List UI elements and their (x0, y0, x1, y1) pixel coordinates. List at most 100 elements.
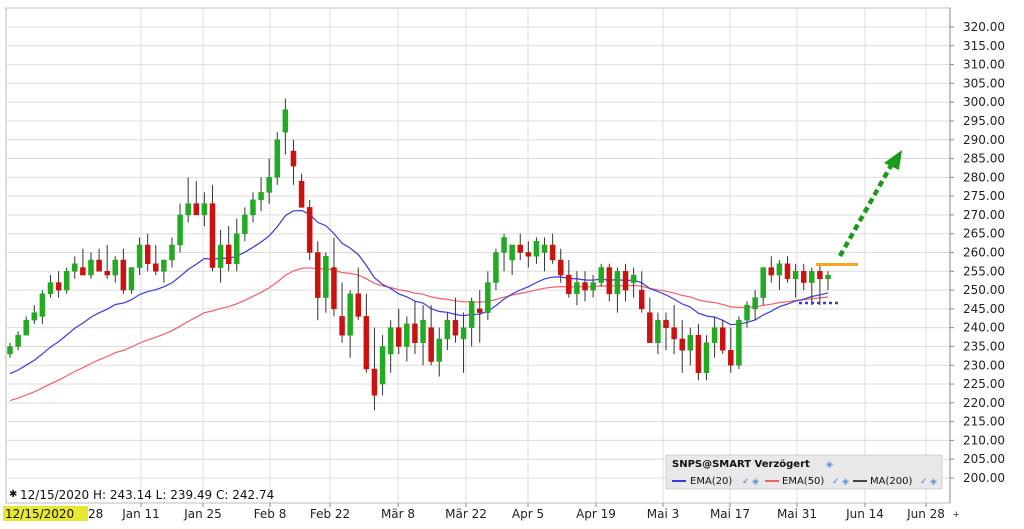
candle-body (663, 319, 669, 328)
legend: SNPS@SMART Verzögert ◈ EMA(20) ✓ ◈ EMA(5… (665, 454, 943, 490)
x-axis-scroll-icon[interactable]: + (953, 509, 959, 521)
candle-body (128, 267, 135, 291)
candle-body (88, 259, 94, 276)
candle-body (557, 259, 564, 276)
y-tick-label: 295.00 (963, 114, 1005, 128)
candle-body (306, 207, 313, 253)
legend-title: SNPS@SMART Verzögert (672, 459, 810, 470)
candle-body (339, 316, 345, 336)
candle-body (31, 312, 38, 321)
candles (7, 98, 831, 411)
annotations (799, 150, 902, 305)
candle-body (493, 252, 499, 283)
candle-body (728, 349, 734, 366)
legend-gear-icon[interactable]: ◈ (842, 476, 849, 486)
y-tick-label: 205.00 (963, 452, 1005, 466)
candle-body (671, 327, 677, 340)
candle-body (355, 293, 362, 317)
x-tick-label: Jan 25 (183, 507, 222, 521)
candle-body (298, 180, 305, 208)
candle-body (800, 271, 807, 283)
y-tick-label: 300.00 (963, 95, 1005, 109)
legend-check-icon[interactable]: ✓ (920, 476, 928, 486)
candle-body (379, 346, 386, 385)
legend-gear-icon[interactable]: ◈ (752, 476, 759, 486)
legend-item-ema50[interactable]: EMA(50) (782, 476, 824, 487)
candle-body (525, 252, 532, 257)
x-tick-label: Apr 5 (512, 507, 544, 521)
y-tick-label: 265.00 (963, 227, 1005, 241)
candle-body (517, 244, 523, 253)
y-tick-label: 220.00 (963, 396, 1005, 410)
candle-body (541, 244, 548, 253)
legend-item-ema20[interactable]: EMA(20) (690, 476, 732, 487)
candle-body (598, 267, 604, 283)
candle-body (703, 342, 710, 374)
candle-body (638, 289, 645, 310)
candle-body (169, 244, 175, 261)
y-tick-label: 275.00 (963, 189, 1005, 203)
x-tick-label: Mai 3 (647, 507, 680, 521)
candle-body (825, 274, 831, 280)
candle-body (104, 271, 110, 276)
projection-arrow-head (884, 150, 902, 170)
candle-body (363, 316, 370, 370)
legend-title-toggle-icon[interactable]: ◈ (826, 459, 833, 469)
candle-body (501, 237, 507, 253)
candle-body (428, 327, 434, 362)
candle-body (112, 259, 119, 276)
candle-body (444, 319, 451, 340)
candle-body (566, 274, 572, 295)
legend-check-icon[interactable]: ✓ (832, 476, 840, 486)
candle-body (460, 327, 467, 340)
candle-body (736, 319, 742, 366)
candle-body (744, 304, 750, 321)
projection-arrow-line (838, 160, 895, 258)
y-axis: 200.00 205.00 210.00 215.00 220.00 225.00 230.… (949, 8, 1005, 503)
candle-body (371, 368, 378, 396)
y-tick-label: 270.00 (963, 208, 1005, 222)
x-tick-label: Mär 22 (445, 507, 487, 521)
candle-body (809, 271, 815, 283)
candle-body (655, 319, 661, 343)
legend-gear-icon[interactable]: ◈ (930, 476, 937, 486)
x-tick-label: Mai 17 (710, 507, 750, 521)
candle-body (331, 267, 337, 310)
first-date-label: 12/15/2020 (5, 507, 74, 521)
legend-check-icon[interactable]: ✓ (742, 476, 750, 486)
first-date-highlight (3, 506, 88, 521)
candle-body (582, 282, 588, 291)
candle-body (509, 244, 515, 261)
candle-body (436, 338, 442, 362)
y-tick-label: 255.00 (963, 264, 1005, 278)
candle-body (776, 263, 783, 276)
candle-body (217, 244, 224, 268)
ema50-series (9, 267, 829, 402)
candle-body (468, 301, 475, 328)
candle-body (282, 109, 289, 133)
candle-body (55, 282, 62, 291)
y-tick-label: 315.00 (963, 39, 1005, 53)
candle-body (144, 244, 151, 265)
y-tick-label: 240.00 (963, 321, 1005, 335)
legend-item-ma200[interactable]: MA(200) (870, 476, 912, 487)
candle-body (590, 282, 596, 291)
candle-body (185, 203, 191, 216)
legend-box (665, 454, 943, 490)
y-tick-label: 310.00 (963, 58, 1005, 72)
candle-body (161, 259, 167, 272)
y-tick-label: 200.00 (963, 471, 1005, 485)
candle-body (250, 199, 256, 216)
candle-body (687, 334, 694, 351)
candle-body (622, 271, 629, 291)
candle-body (177, 214, 183, 246)
candle-body (7, 346, 13, 355)
first-date-suffix: 28 (88, 507, 103, 521)
candle-body (234, 233, 240, 265)
candle-body (266, 177, 272, 193)
candle-body (120, 259, 127, 291)
candle-body (225, 244, 232, 265)
x-axis: Jan 11 Jan 25 Feb 8 Feb 22 Mär 8 Mär 22 Apr 5 A… (121, 503, 945, 521)
candle-body (452, 319, 459, 336)
y-tick-label: 320.00 (963, 20, 1005, 34)
